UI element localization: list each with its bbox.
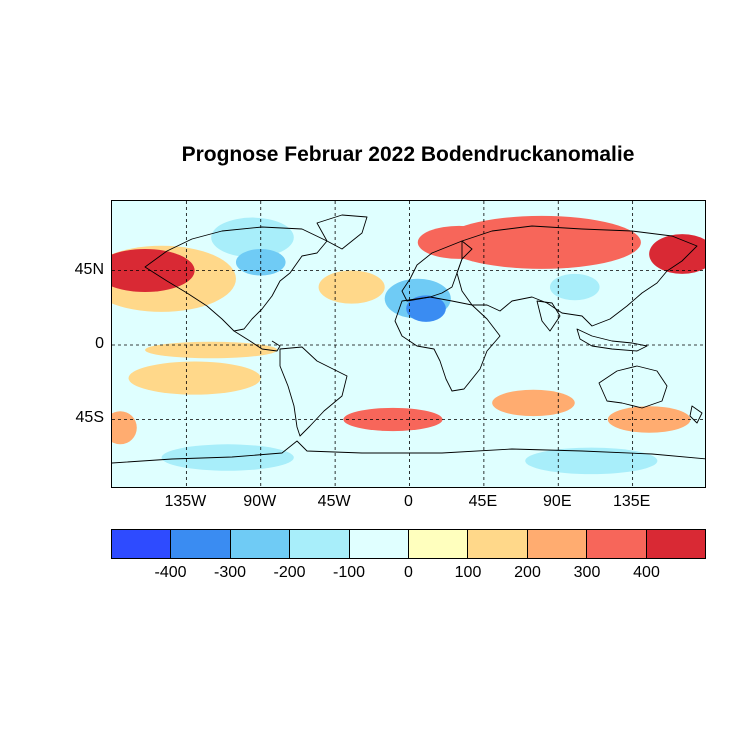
anomaly-region xyxy=(343,407,443,432)
colorbar-tick-label: 100 xyxy=(454,564,482,581)
anomaly-region xyxy=(649,234,705,274)
x-tick-label: 45W xyxy=(317,493,351,510)
coastline-central-america xyxy=(233,330,281,352)
coastline-layer xyxy=(112,214,705,464)
colorbar-segment xyxy=(349,530,410,558)
map-canvas xyxy=(112,201,705,487)
colorbar-tick-label: 300 xyxy=(573,564,601,581)
colorbar-segment xyxy=(587,530,647,558)
gridline-layer xyxy=(112,201,705,487)
coastline-australia xyxy=(598,365,668,409)
anomaly-region xyxy=(406,295,446,322)
anomaly-region xyxy=(112,249,195,293)
anomaly-map xyxy=(111,200,706,488)
y-tick-label: 45S xyxy=(75,409,104,427)
anomaly-region xyxy=(318,270,385,304)
x-tick-label: 135W xyxy=(164,493,207,510)
coastline-europe xyxy=(401,240,473,302)
coastline-south-america xyxy=(279,346,348,437)
anomaly-region xyxy=(145,341,278,359)
colorbar-segment xyxy=(230,530,291,558)
y-tick-label: 0 xyxy=(95,335,104,352)
colorbar-tick-label: -100 xyxy=(332,564,366,581)
anomaly-region xyxy=(128,361,261,395)
colorbar-segment xyxy=(171,530,231,558)
x-tick-label: 45E xyxy=(468,493,498,510)
chart-title: Prognose Februar 2022 Bodendruckanomalie xyxy=(181,143,635,166)
coastline-antarctica xyxy=(112,440,705,464)
anomaly-region xyxy=(442,215,641,269)
colorbar-segment xyxy=(290,530,350,558)
colorbar-segment xyxy=(409,530,469,558)
coastline-india xyxy=(536,300,561,332)
x-tick-label: 135E xyxy=(612,493,651,510)
x-tick-label: 90E xyxy=(543,493,572,510)
anomaly-region xyxy=(492,389,575,417)
colorbar xyxy=(111,529,706,559)
x-tick-label: 90W xyxy=(243,493,277,510)
x-tick-label: 0 xyxy=(404,493,413,510)
coastline-asia xyxy=(456,225,698,327)
colorbar-tick-label: 400 xyxy=(633,564,660,581)
y-tick-label: 45N xyxy=(74,260,104,278)
colorbar-tick-label: 200 xyxy=(514,564,541,581)
anomaly-region xyxy=(549,273,600,301)
anomaly-region xyxy=(112,411,137,445)
colorbar-tick-label: -300 xyxy=(213,564,247,581)
colorbar-segment xyxy=(646,530,706,558)
colorbar-tick-label: -200 xyxy=(273,564,306,581)
colorbar-segment xyxy=(468,530,528,558)
coastline-new-zealand xyxy=(689,405,703,424)
colorbar-tick-label: -400 xyxy=(154,564,187,581)
colorbar-segment xyxy=(112,530,172,558)
coastline-greenland xyxy=(316,214,368,250)
coastline-north-america xyxy=(144,226,328,332)
colorbar-tick-label: 0 xyxy=(404,564,413,581)
coastline-indonesia xyxy=(576,328,648,352)
colorbar-segment xyxy=(527,530,588,558)
anomaly-region xyxy=(607,406,691,433)
coastline-africa xyxy=(394,296,501,392)
